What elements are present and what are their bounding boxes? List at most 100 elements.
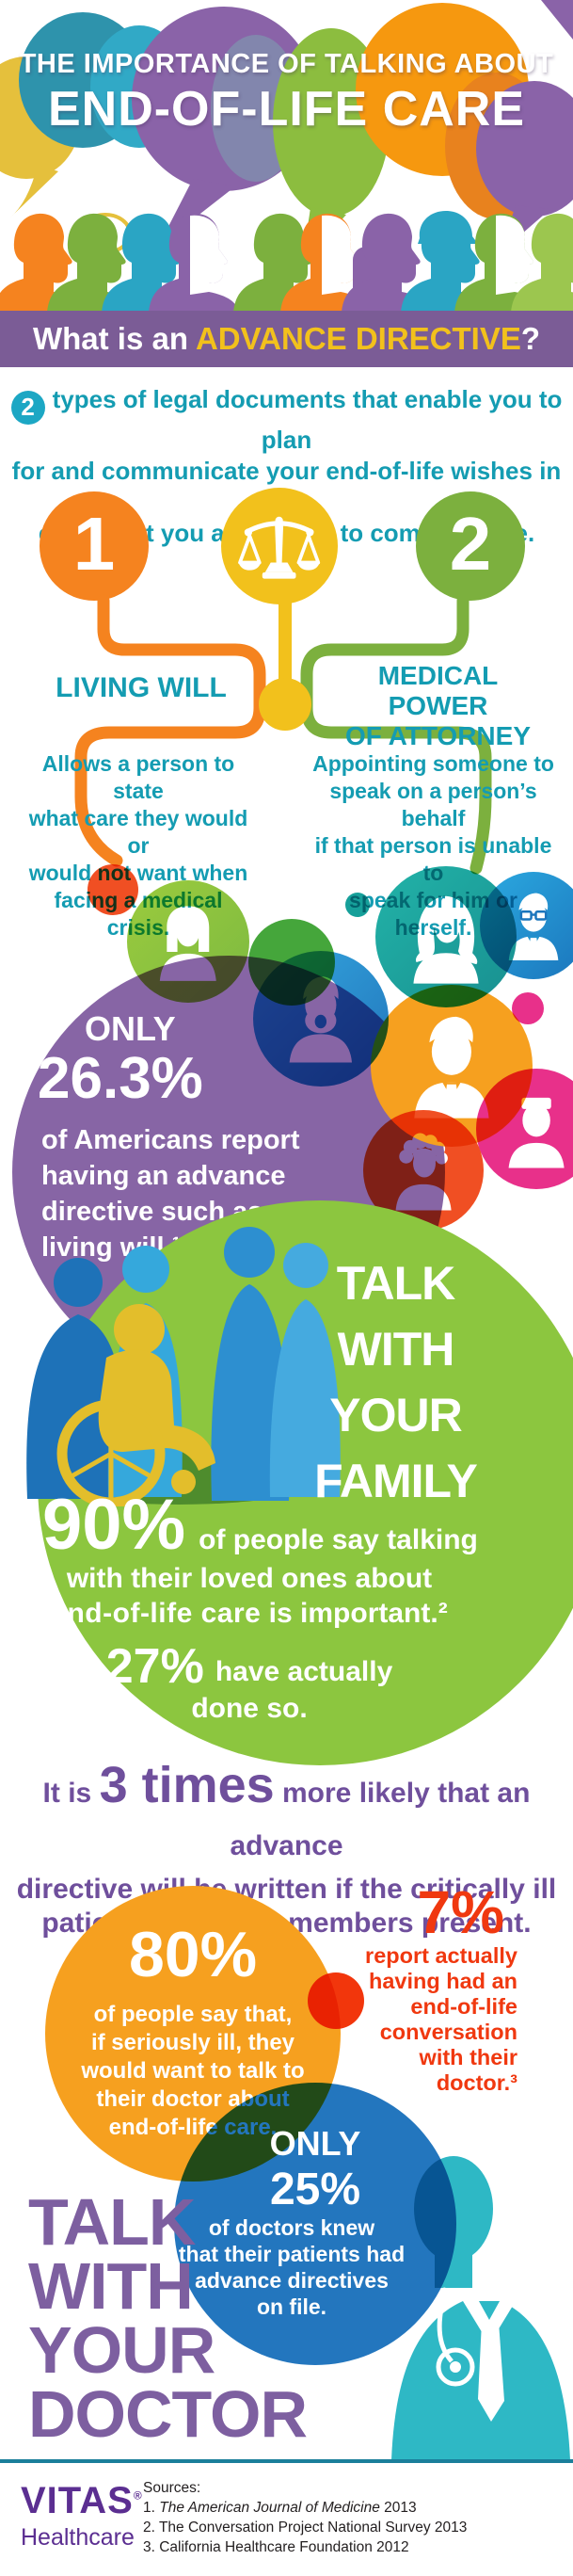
stat90-text3: end-of-life care is important.² bbox=[42, 1596, 456, 1631]
teal-dot bbox=[345, 893, 370, 917]
woman-wavy-avatar-icon bbox=[413, 895, 479, 984]
stat90-value: 90% bbox=[42, 1485, 186, 1565]
doctor-title-line: TALK bbox=[28, 2185, 196, 2259]
sources-title: Sources: bbox=[143, 2480, 201, 2496]
scales-circle bbox=[221, 488, 338, 604]
family-title-line: YOUR bbox=[329, 1389, 462, 1441]
stat7-value: 7% bbox=[417, 1878, 505, 1946]
source1-journal: The American Journal of Medicine bbox=[159, 2500, 380, 2516]
avatar-circle-red bbox=[363, 1110, 484, 1231]
stat263-desc-line: of Americans report bbox=[41, 1125, 300, 1155]
doctor-title-line: DOCTOR bbox=[28, 2377, 308, 2451]
woman-curly-avatar-icon bbox=[395, 1133, 452, 1211]
family-title-line: TALK bbox=[336, 1257, 456, 1310]
vitas-logo-text: VITAS bbox=[21, 2480, 134, 2521]
doc1-number: 1 bbox=[72, 502, 116, 586]
stat90-block: 90% of people say talking with their lov… bbox=[42, 1489, 494, 1727]
doc2-label-line1: MEDICAL POWER bbox=[377, 661, 499, 720]
two-badge: 2 bbox=[10, 390, 45, 425]
man-flattop-avatar-icon bbox=[508, 1097, 565, 1168]
stat263-only: ONLY bbox=[85, 1009, 176, 1048]
source-item-2: 2. The Conversation Project National Sur… bbox=[143, 2520, 468, 2536]
stat25-desc-line: of doctors knew bbox=[208, 2215, 375, 2240]
banner-highlight: ADVANCE DIRECTIVE bbox=[195, 321, 521, 356]
stat90-text3-rest: is important.² bbox=[261, 1598, 448, 1629]
sources-block: Sources: 1. The American Journal of Medi… bbox=[143, 2478, 467, 2557]
red-dot bbox=[88, 864, 138, 915]
doc1-desc-line: Allows a person to state bbox=[41, 751, 235, 803]
stat90-text1: of people say talking bbox=[199, 1524, 478, 1555]
man-glasses-avatar-icon bbox=[508, 893, 559, 960]
doc2-label: MEDICAL POWER OF ATTORNEY bbox=[332, 661, 544, 751]
family-title: TALK WITH YOUR FAMILY bbox=[299, 1250, 492, 1514]
vitas-logo: VITAS® Healthcare bbox=[21, 2480, 143, 2552]
connector-lines bbox=[74, 594, 492, 875]
stat80-desc-line: of people say that, bbox=[93, 2002, 293, 2027]
stat80-desc-line: would want to talk to bbox=[81, 2058, 305, 2084]
stat25-desc-line: advance directives bbox=[195, 2268, 389, 2293]
stat7-line: with their bbox=[419, 2045, 517, 2069]
stat7-line: report actually bbox=[365, 1943, 517, 1968]
stat27-value: 27% bbox=[105, 1639, 204, 1694]
stat25-desc-line: on file. bbox=[256, 2294, 327, 2319]
profile-person-icon bbox=[0, 210, 573, 313]
avatar-circle-green bbox=[127, 880, 249, 1003]
stat90-text2: with their loved ones about bbox=[66, 1563, 433, 1594]
woman-bob-avatar-icon bbox=[160, 906, 216, 982]
doc1-desc-line: would not want when bbox=[28, 861, 248, 885]
question-banner: What is an ADVANCE DIRECTIVE? bbox=[0, 311, 573, 367]
doctor-title-line: WITH bbox=[28, 2249, 194, 2323]
stat27-text2: done so. bbox=[191, 1693, 308, 1724]
stat90-text3-bold: end-of-life care bbox=[51, 1598, 262, 1629]
stat25-description: of doctors knew that their patients had … bbox=[151, 2214, 433, 2320]
registered-mark: ® bbox=[133, 2488, 143, 2503]
source-item-3: 3. California Healthcare Foundation 2012 bbox=[143, 2539, 409, 2555]
header-illustration bbox=[0, 0, 573, 313]
threex-big: 3 times bbox=[99, 1757, 275, 1813]
threex-post: more likely that an advance bbox=[230, 1778, 531, 1861]
stat25-value: 25% bbox=[269, 2165, 361, 2214]
family-group-with-wheelchair-icon bbox=[26, 1227, 341, 1506]
stat80-value: 80% bbox=[128, 1919, 258, 1990]
stat7-line: having had an bbox=[369, 1969, 517, 1993]
doc2-desc-line: speak on a person’s behalf bbox=[329, 779, 537, 830]
header-title-line2: END-OF-LIFE CARE bbox=[47, 82, 526, 137]
doc1-label: LIVING WILL bbox=[56, 672, 227, 703]
stat263-desc-line: having an advance bbox=[41, 1161, 286, 1191]
stat7-block: 7% report actually having had an end-of-… bbox=[329, 1881, 517, 2096]
avatar-circle-pink bbox=[476, 1069, 573, 1189]
scales-of-justice-icon bbox=[238, 517, 321, 579]
source1-year: 2013 bbox=[379, 2500, 417, 2516]
stat7-line-bold: end-of-life bbox=[410, 1994, 517, 2019]
avatar-circle-blue-glasses bbox=[480, 872, 573, 979]
intro-line1: types of legal documents that enable you… bbox=[52, 385, 563, 454]
man-beard-avatar-icon bbox=[289, 976, 353, 1063]
stat27-text1: have actually bbox=[215, 1656, 393, 1687]
family-title-line: WITH bbox=[337, 1323, 455, 1376]
doc1-desc-line: what care they would or bbox=[28, 806, 248, 858]
banner-prefix: What is an bbox=[32, 321, 196, 356]
doctor-title-line: YOUR bbox=[28, 2313, 215, 2387]
stat7-line: doctor.³ bbox=[436, 2070, 517, 2095]
stat263-value: 26.3% bbox=[38, 1046, 203, 1111]
stat25-only: ONLY bbox=[269, 2124, 361, 2163]
pink-dot bbox=[512, 992, 544, 1024]
family-title-line: FAMILY bbox=[314, 1455, 478, 1507]
stat25-desc-line: that their patients had bbox=[178, 2242, 406, 2266]
vitas-logo-subtext: Healthcare bbox=[21, 2524, 135, 2551]
source-item-1: 1. The American Journal of Medicine 2013 bbox=[143, 2498, 467, 2518]
doc2-label-line2: OF ATTORNEY bbox=[344, 721, 532, 750]
doctor-title: TALK WITH YOUR DOCTOR bbox=[28, 2185, 308, 2451]
avatar-circle-blue-beard bbox=[253, 951, 389, 1087]
source1-prefix: 1. bbox=[143, 2500, 160, 2516]
doc2-desc-line: Appointing someone to bbox=[312, 751, 554, 776]
doc1-circle: 1 bbox=[40, 491, 149, 601]
footer-divider bbox=[0, 2459, 573, 2463]
small-red-circle bbox=[308, 1972, 364, 2029]
banner-suffix: ? bbox=[520, 321, 541, 356]
doc2-circle: 2 bbox=[416, 491, 525, 601]
man-tie-avatar-icon bbox=[414, 1016, 489, 1119]
threex-pre: It is bbox=[42, 1778, 100, 1809]
stat25-circle bbox=[174, 2083, 456, 2365]
